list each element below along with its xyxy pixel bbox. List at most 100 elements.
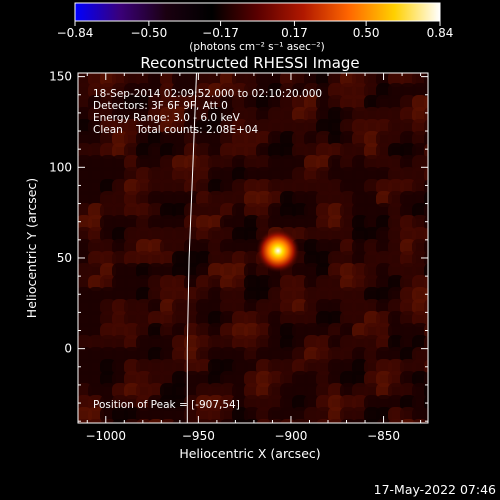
emission-cell (328, 407, 344, 423)
emission-cell (436, 383, 452, 399)
emission-cell (160, 167, 176, 183)
emission-cell (436, 407, 452, 423)
emission-cell (88, 107, 104, 123)
emission-cell (160, 275, 176, 291)
emission-cell (316, 371, 332, 387)
emission-cell (88, 143, 104, 159)
emission-cell (304, 215, 320, 231)
emission-cell (148, 131, 164, 147)
emission-cell (88, 251, 104, 267)
emission-cell (424, 179, 428, 195)
emission-cell (268, 107, 284, 123)
emission-cell (160, 347, 176, 363)
emission-cell (136, 311, 152, 327)
emission-cell (100, 167, 116, 183)
emission-cell (232, 299, 248, 315)
emission-cell (100, 335, 116, 351)
emission-cell (400, 299, 416, 315)
emission-cell (124, 179, 140, 195)
emission-cell (376, 371, 392, 387)
emission-cell (304, 419, 320, 423)
emission-cell (304, 383, 320, 399)
emission-cell (148, 155, 164, 171)
emission-cell (316, 167, 332, 183)
emission-cell (352, 311, 368, 327)
emission-cell (340, 227, 356, 243)
emission-cell (376, 239, 392, 255)
emission-cell (160, 179, 176, 195)
emission-cell (256, 311, 272, 327)
emission-cell (172, 323, 188, 339)
emission-cell (256, 359, 272, 375)
y-tick-label: 50 (57, 251, 72, 265)
emission-cell (220, 275, 236, 291)
emission-cell (184, 119, 200, 135)
emission-cell (268, 215, 284, 231)
emission-cell (220, 251, 236, 267)
emission-cell (196, 359, 212, 375)
emission-cell (148, 227, 164, 243)
emission-cell (220, 407, 236, 423)
emission-cell (304, 83, 320, 99)
emission-cell (340, 287, 356, 303)
emission-cell (196, 83, 212, 99)
emission-cell (136, 131, 152, 147)
emission-cell (208, 395, 224, 411)
emission-cell (400, 335, 416, 351)
emission-cell (340, 395, 356, 411)
emission-cell (172, 239, 188, 255)
emission-cell (364, 359, 380, 375)
emission-cell (172, 167, 188, 183)
emission-cell (352, 299, 368, 315)
emission-cell (400, 431, 416, 447)
emission-cell (292, 191, 308, 207)
emission-cell (292, 311, 308, 327)
emission-cell (292, 287, 308, 303)
emission-cell (88, 311, 104, 327)
emission-cell (436, 419, 452, 435)
emission-cell (388, 251, 404, 267)
emission-cell (112, 119, 128, 135)
colorbar-tick-label: −0.17 (202, 26, 239, 40)
emission-cell (136, 95, 152, 111)
emission-cell (160, 143, 176, 159)
emission-cell (304, 251, 320, 267)
emission-cell (184, 347, 200, 363)
emission-cell (88, 395, 104, 411)
emission-cell (196, 251, 212, 267)
emission-cell (256, 107, 272, 123)
emission-cell (232, 371, 248, 387)
emission-cell (148, 119, 164, 135)
emission-cell (436, 323, 452, 339)
emission-cell (280, 383, 296, 399)
emission-cell (400, 323, 416, 339)
emission-cell (172, 347, 188, 363)
emission-cell (196, 287, 212, 303)
emission-cell (412, 107, 428, 123)
emission-cell (424, 191, 428, 207)
emission-cell (304, 407, 320, 423)
emission-cell (280, 191, 296, 207)
emission-cell (172, 275, 188, 291)
emission-cell (208, 371, 224, 387)
emission-cell (160, 311, 176, 327)
emission-cell (184, 95, 200, 111)
emission-cell (388, 167, 404, 183)
emission-cell (256, 275, 272, 291)
emission-cell (436, 287, 452, 303)
emission-cell (160, 83, 176, 99)
emission-cell (436, 203, 452, 219)
emission-cell (364, 227, 380, 243)
emission-cell (208, 107, 224, 123)
emission-cell (124, 311, 140, 327)
emission-cell (220, 347, 236, 363)
emission-cell (304, 167, 320, 183)
emission-cell (100, 191, 116, 207)
emission-cell (220, 227, 236, 243)
emission-cell (340, 359, 356, 375)
emission-cell (412, 203, 428, 219)
emission-cell (88, 359, 104, 375)
emission-cell (364, 323, 380, 339)
emission-cell (352, 251, 368, 267)
emission-cell (220, 167, 236, 183)
